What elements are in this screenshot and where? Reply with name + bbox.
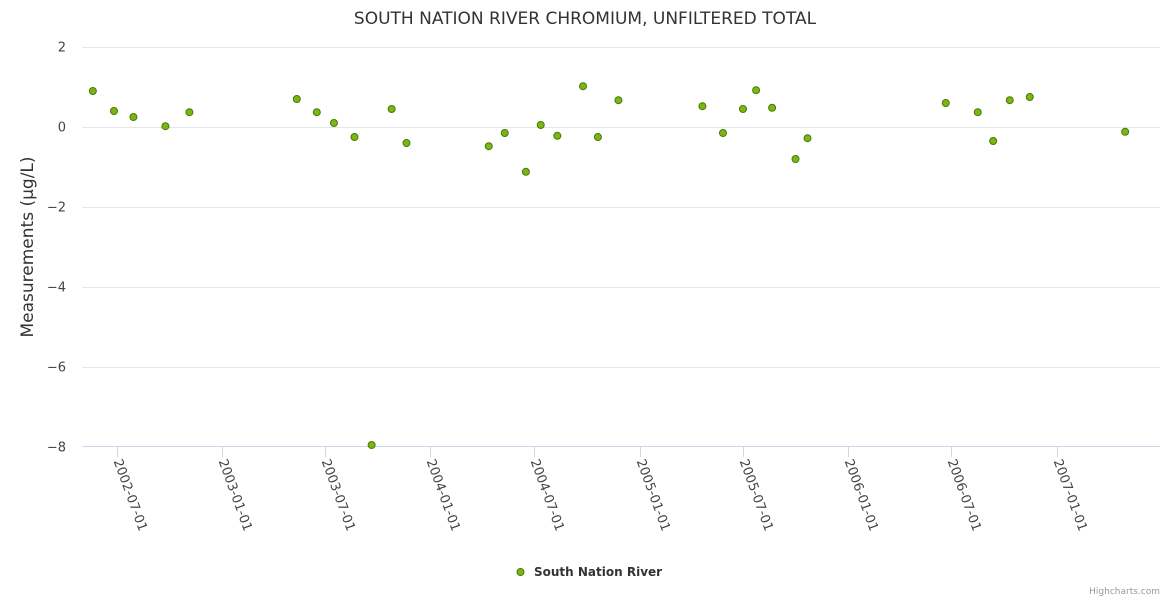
y-axis-tick-labels: 2 0 −2 −4 −6 −8 bbox=[47, 41, 66, 456]
y-tick-label: 0 bbox=[58, 121, 66, 136]
credits-link[interactable]: Highcharts.com bbox=[1089, 587, 1160, 597]
chart-title: SOUTH NATION RIVER CHROMIUM, UNFILTERED … bbox=[354, 9, 817, 29]
data-point[interactable] bbox=[350, 133, 359, 141]
data-point[interactable] bbox=[738, 105, 747, 113]
data-point[interactable] bbox=[973, 108, 982, 117]
data-point[interactable] bbox=[500, 129, 509, 137]
data-point[interactable] bbox=[129, 113, 138, 121]
y-gridlines bbox=[82, 47, 1160, 368]
data-point[interactable] bbox=[402, 139, 411, 147]
y-tick-label: −4 bbox=[47, 281, 66, 296]
data-point[interactable] bbox=[1121, 127, 1130, 136]
y-tick-label: −6 bbox=[47, 361, 66, 376]
data-point[interactable] bbox=[803, 134, 812, 143]
data-point[interactable] bbox=[185, 108, 194, 117]
data-point[interactable] bbox=[367, 441, 376, 449]
data-point[interactable] bbox=[553, 131, 562, 140]
y-axis-title: Measurements (µg/L) bbox=[18, 156, 38, 337]
data-point[interactable] bbox=[312, 108, 321, 117]
series-south-nation-river bbox=[88, 82, 1130, 449]
y-tick-label: −2 bbox=[47, 201, 66, 216]
data-point[interactable] bbox=[521, 167, 530, 176]
data-point[interactable] bbox=[161, 122, 170, 131]
data-point[interactable] bbox=[387, 105, 396, 113]
legend-marker bbox=[516, 568, 525, 576]
data-point[interactable] bbox=[292, 95, 301, 103]
data-point[interactable] bbox=[941, 99, 950, 107]
y-tick-label: −8 bbox=[47, 441, 66, 456]
data-point[interactable] bbox=[536, 121, 545, 129]
data-point[interactable] bbox=[109, 107, 118, 115]
data-point[interactable] bbox=[718, 129, 727, 137]
data-point[interactable] bbox=[579, 82, 588, 91]
data-point[interactable] bbox=[614, 96, 623, 105]
data-point[interactable] bbox=[768, 103, 777, 112]
data-point[interactable] bbox=[329, 119, 338, 127]
data-point[interactable] bbox=[698, 102, 707, 111]
legend[interactable]: South Nation River bbox=[516, 565, 662, 579]
legend-item-south-nation-river[interactable]: South Nation River bbox=[534, 565, 662, 579]
data-point[interactable] bbox=[752, 86, 761, 95]
data-point[interactable] bbox=[989, 137, 998, 145]
data-point[interactable] bbox=[88, 87, 97, 95]
data-point[interactable] bbox=[1025, 93, 1034, 101]
data-point[interactable] bbox=[1005, 96, 1014, 105]
data-point[interactable] bbox=[593, 133, 602, 141]
data-point[interactable] bbox=[791, 155, 800, 163]
y-tick-label: 2 bbox=[58, 41, 66, 56]
data-point[interactable] bbox=[484, 142, 493, 151]
